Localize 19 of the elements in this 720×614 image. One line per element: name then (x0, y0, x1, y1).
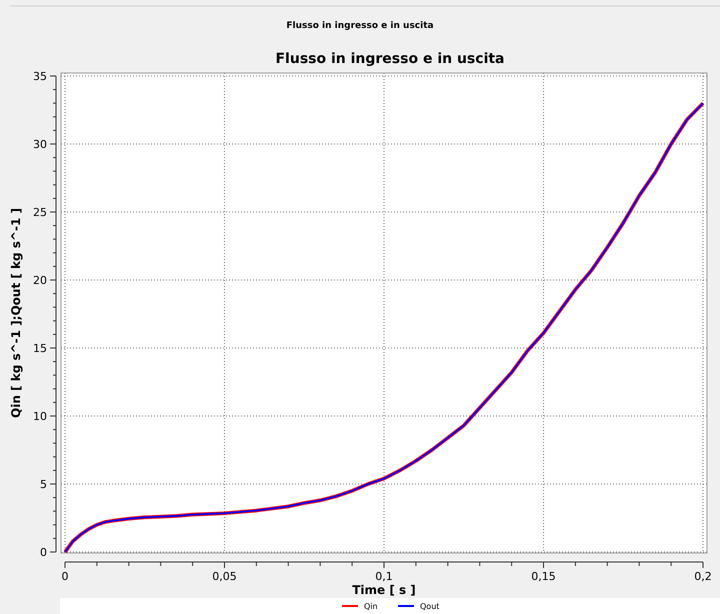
legend-label: Qout (420, 602, 440, 611)
x-tick-label: 0,15 (531, 570, 556, 583)
chart-title: Flusso in ingresso e in uscita (275, 51, 505, 67)
x-tick-label: 0 (62, 570, 68, 583)
x-tick-label: 0,2 (694, 570, 712, 583)
x-axis-title: Time [ s ] (352, 583, 416, 597)
y-tick-label: 0 (40, 546, 47, 559)
y-tick-label: 35 (33, 70, 47, 83)
y-axis-title: Qin [ kg s^-1 ];Qout [ kg s^-1 ] (9, 208, 23, 418)
chart-subtitle: Flusso in ingresso e in uscita (286, 21, 434, 31)
y-tick-label: 20 (33, 274, 47, 287)
y-tick-label: 5 (40, 478, 47, 491)
y-tick-label: 25 (33, 206, 47, 219)
x-tick-label: 0,1 (375, 570, 393, 583)
y-tick-label: 15 (33, 342, 47, 355)
legend-label: Qin (364, 602, 378, 611)
y-tick-label: 10 (33, 410, 47, 423)
y-tick-label: 30 (33, 138, 47, 151)
x-tick-label: 0,05 (212, 570, 237, 583)
